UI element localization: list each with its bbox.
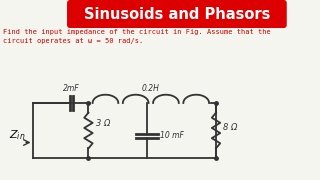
FancyBboxPatch shape (67, 0, 287, 28)
Text: $Z_{in}$: $Z_{in}$ (9, 129, 26, 142)
Text: Sinusoids and Phasors: Sinusoids and Phasors (84, 6, 270, 21)
Text: Find the input impedance of the circuit in Fig. Assume that the: Find the input impedance of the circuit … (3, 29, 270, 35)
Text: 3 Ω: 3 Ω (96, 119, 110, 128)
Text: 2mF: 2mF (63, 84, 80, 93)
Text: 10 mF: 10 mF (160, 131, 184, 140)
Text: circuit operates at ω = 50 rad/s.: circuit operates at ω = 50 rad/s. (3, 38, 143, 44)
Text: 8 Ω: 8 Ω (223, 123, 238, 132)
Text: 0.2H: 0.2H (142, 84, 160, 93)
